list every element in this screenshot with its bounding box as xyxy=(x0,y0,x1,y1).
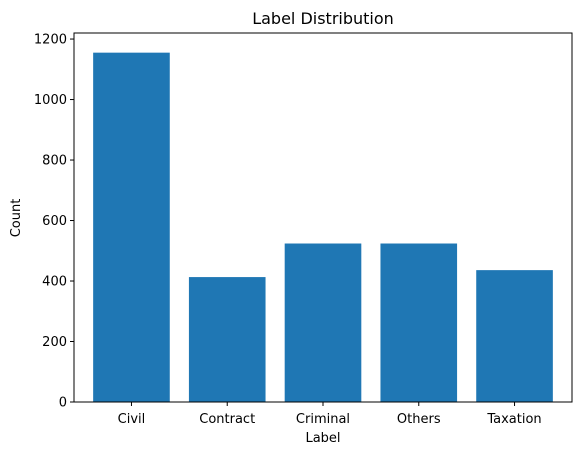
y-tick-label-200: 200 xyxy=(42,335,67,350)
bar-taxation xyxy=(476,270,553,402)
bar-others xyxy=(380,243,458,402)
y-tick-label-400: 400 xyxy=(42,275,67,290)
bar-civil xyxy=(93,52,170,402)
bar-contract xyxy=(188,277,266,402)
x-tick-label-others: Others xyxy=(397,412,441,427)
x-tick-label-criminal: Criminal xyxy=(296,412,350,427)
chart-title: Label Distribution xyxy=(252,9,394,28)
x-tick-label-contract: Contract xyxy=(199,412,255,427)
y-axis-label: Count xyxy=(9,199,24,238)
y-tick-label-600: 600 xyxy=(42,214,67,229)
y-tick-label-1000: 1000 xyxy=(34,93,67,108)
x-tick-label-civil: Civil xyxy=(118,412,146,427)
y-tick-label-1200: 1200 xyxy=(34,33,67,48)
bar-criminal xyxy=(284,243,362,402)
x-axis-label: Label xyxy=(305,431,340,446)
y-tick-label-800: 800 xyxy=(42,154,67,169)
plot-area: 0 200 400 600 800 1000 1200 Civil Contract Crimin… xyxy=(34,32,573,427)
x-tick-label-taxation: Taxation xyxy=(486,412,541,427)
y-tick-label-0: 0 xyxy=(59,396,67,411)
